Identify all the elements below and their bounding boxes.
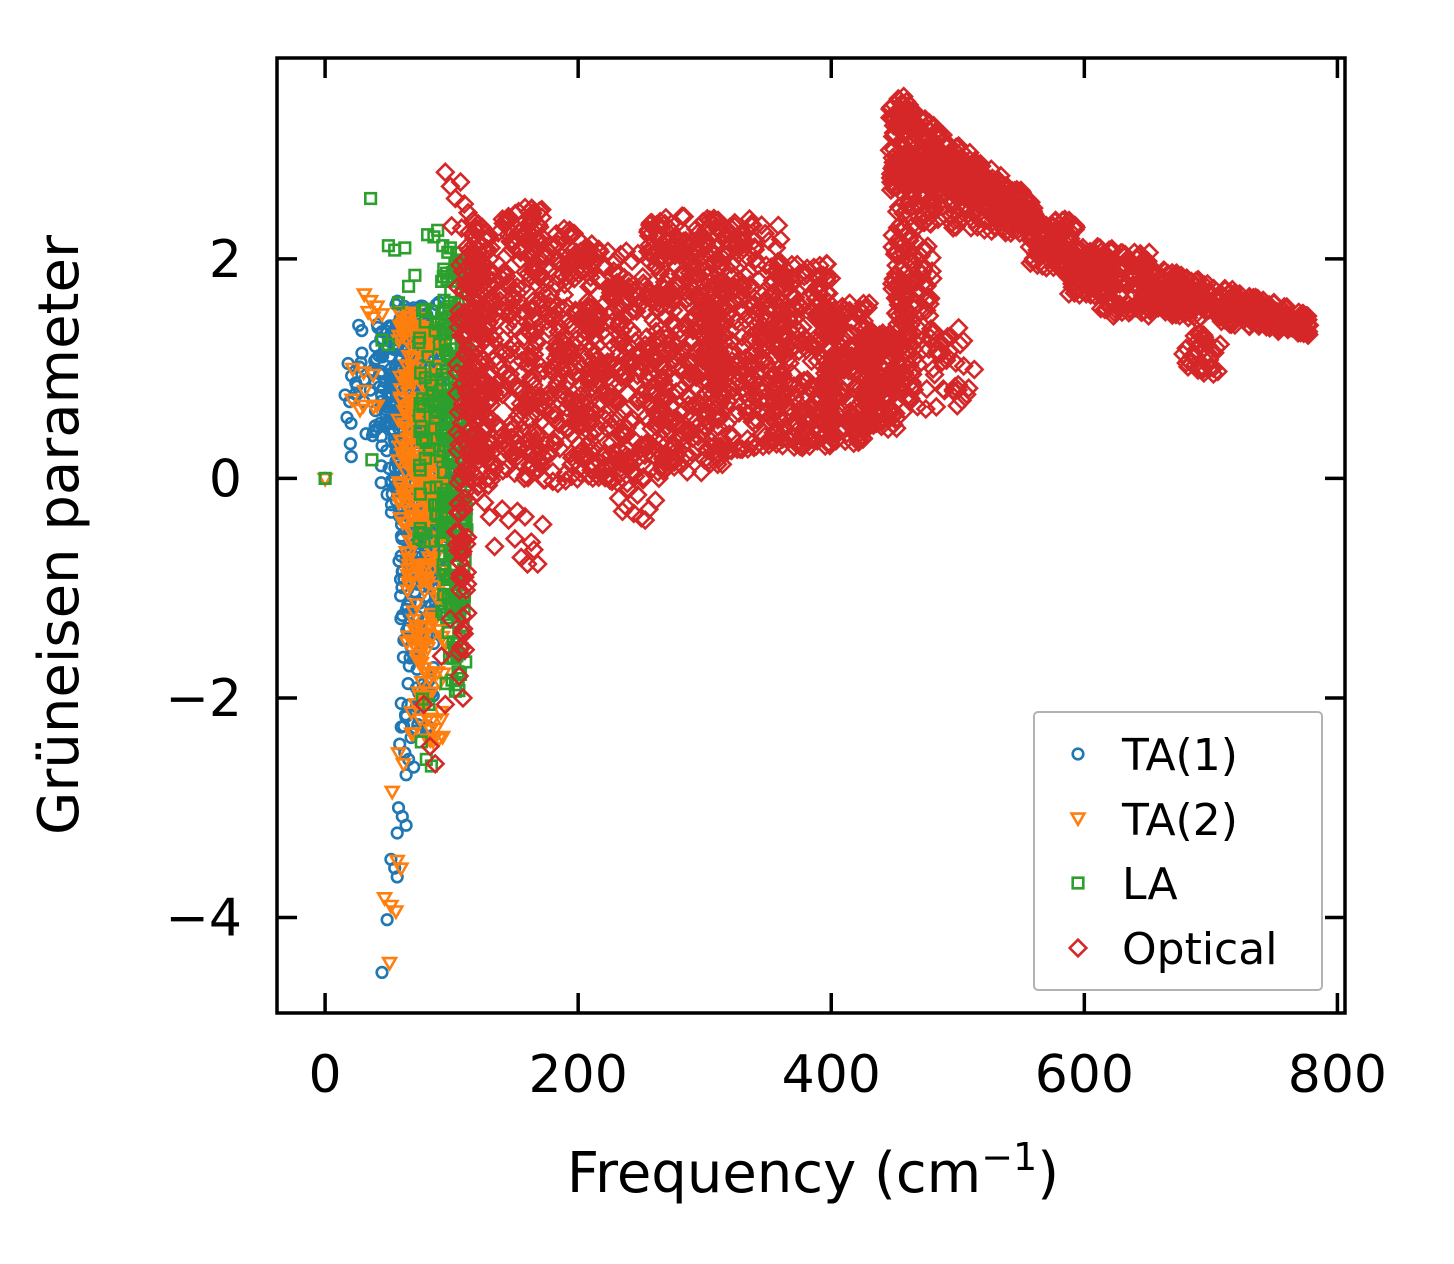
legend-label-ta1: TA(1) bbox=[1121, 730, 1238, 781]
y-tick-label--4: −4 bbox=[165, 889, 242, 949]
legend-label-optical: Optical bbox=[1122, 924, 1277, 975]
series-optical-points bbox=[414, 86, 1320, 774]
x-axis-label: Frequency (cm−1) bbox=[567, 1135, 1059, 1206]
legend-label-la: LA bbox=[1122, 859, 1178, 910]
x-tick-label-200: 200 bbox=[529, 1045, 628, 1105]
x-tick-label-400: 400 bbox=[782, 1045, 881, 1105]
legend-item-ta1: TA(1) bbox=[1071, 730, 1238, 781]
legend-box bbox=[1033, 711, 1323, 991]
y-axis-label: Grüneisen parameter bbox=[27, 234, 92, 835]
x-tick-label-800: 800 bbox=[1288, 1045, 1387, 1105]
y-tick-label-0: 0 bbox=[209, 449, 242, 509]
x-axis-label-superscript: −1 bbox=[981, 1135, 1037, 1179]
x-tick-label-0: 0 bbox=[309, 1045, 342, 1105]
x-axis-label-main: Frequency (cm bbox=[567, 1141, 981, 1206]
y-tick-label--2: −2 bbox=[165, 669, 242, 729]
y-tick-label-2: 2 bbox=[209, 230, 242, 290]
legend-item-optical: Optical bbox=[1068, 924, 1277, 975]
legend-label-ta2: TA(2) bbox=[1121, 795, 1238, 846]
x-tick-label-600: 600 bbox=[1035, 1045, 1134, 1105]
legend-item-la: LA bbox=[1071, 859, 1178, 910]
axis-ticks bbox=[277, 58, 1345, 1013]
x-axis-label-close: ) bbox=[1037, 1141, 1059, 1206]
plot-frame bbox=[275, 56, 1347, 1015]
legend: TA(1) TA(2) LA Optical bbox=[1033, 711, 1323, 991]
legend-item-ta2: TA(2) bbox=[1070, 795, 1238, 846]
